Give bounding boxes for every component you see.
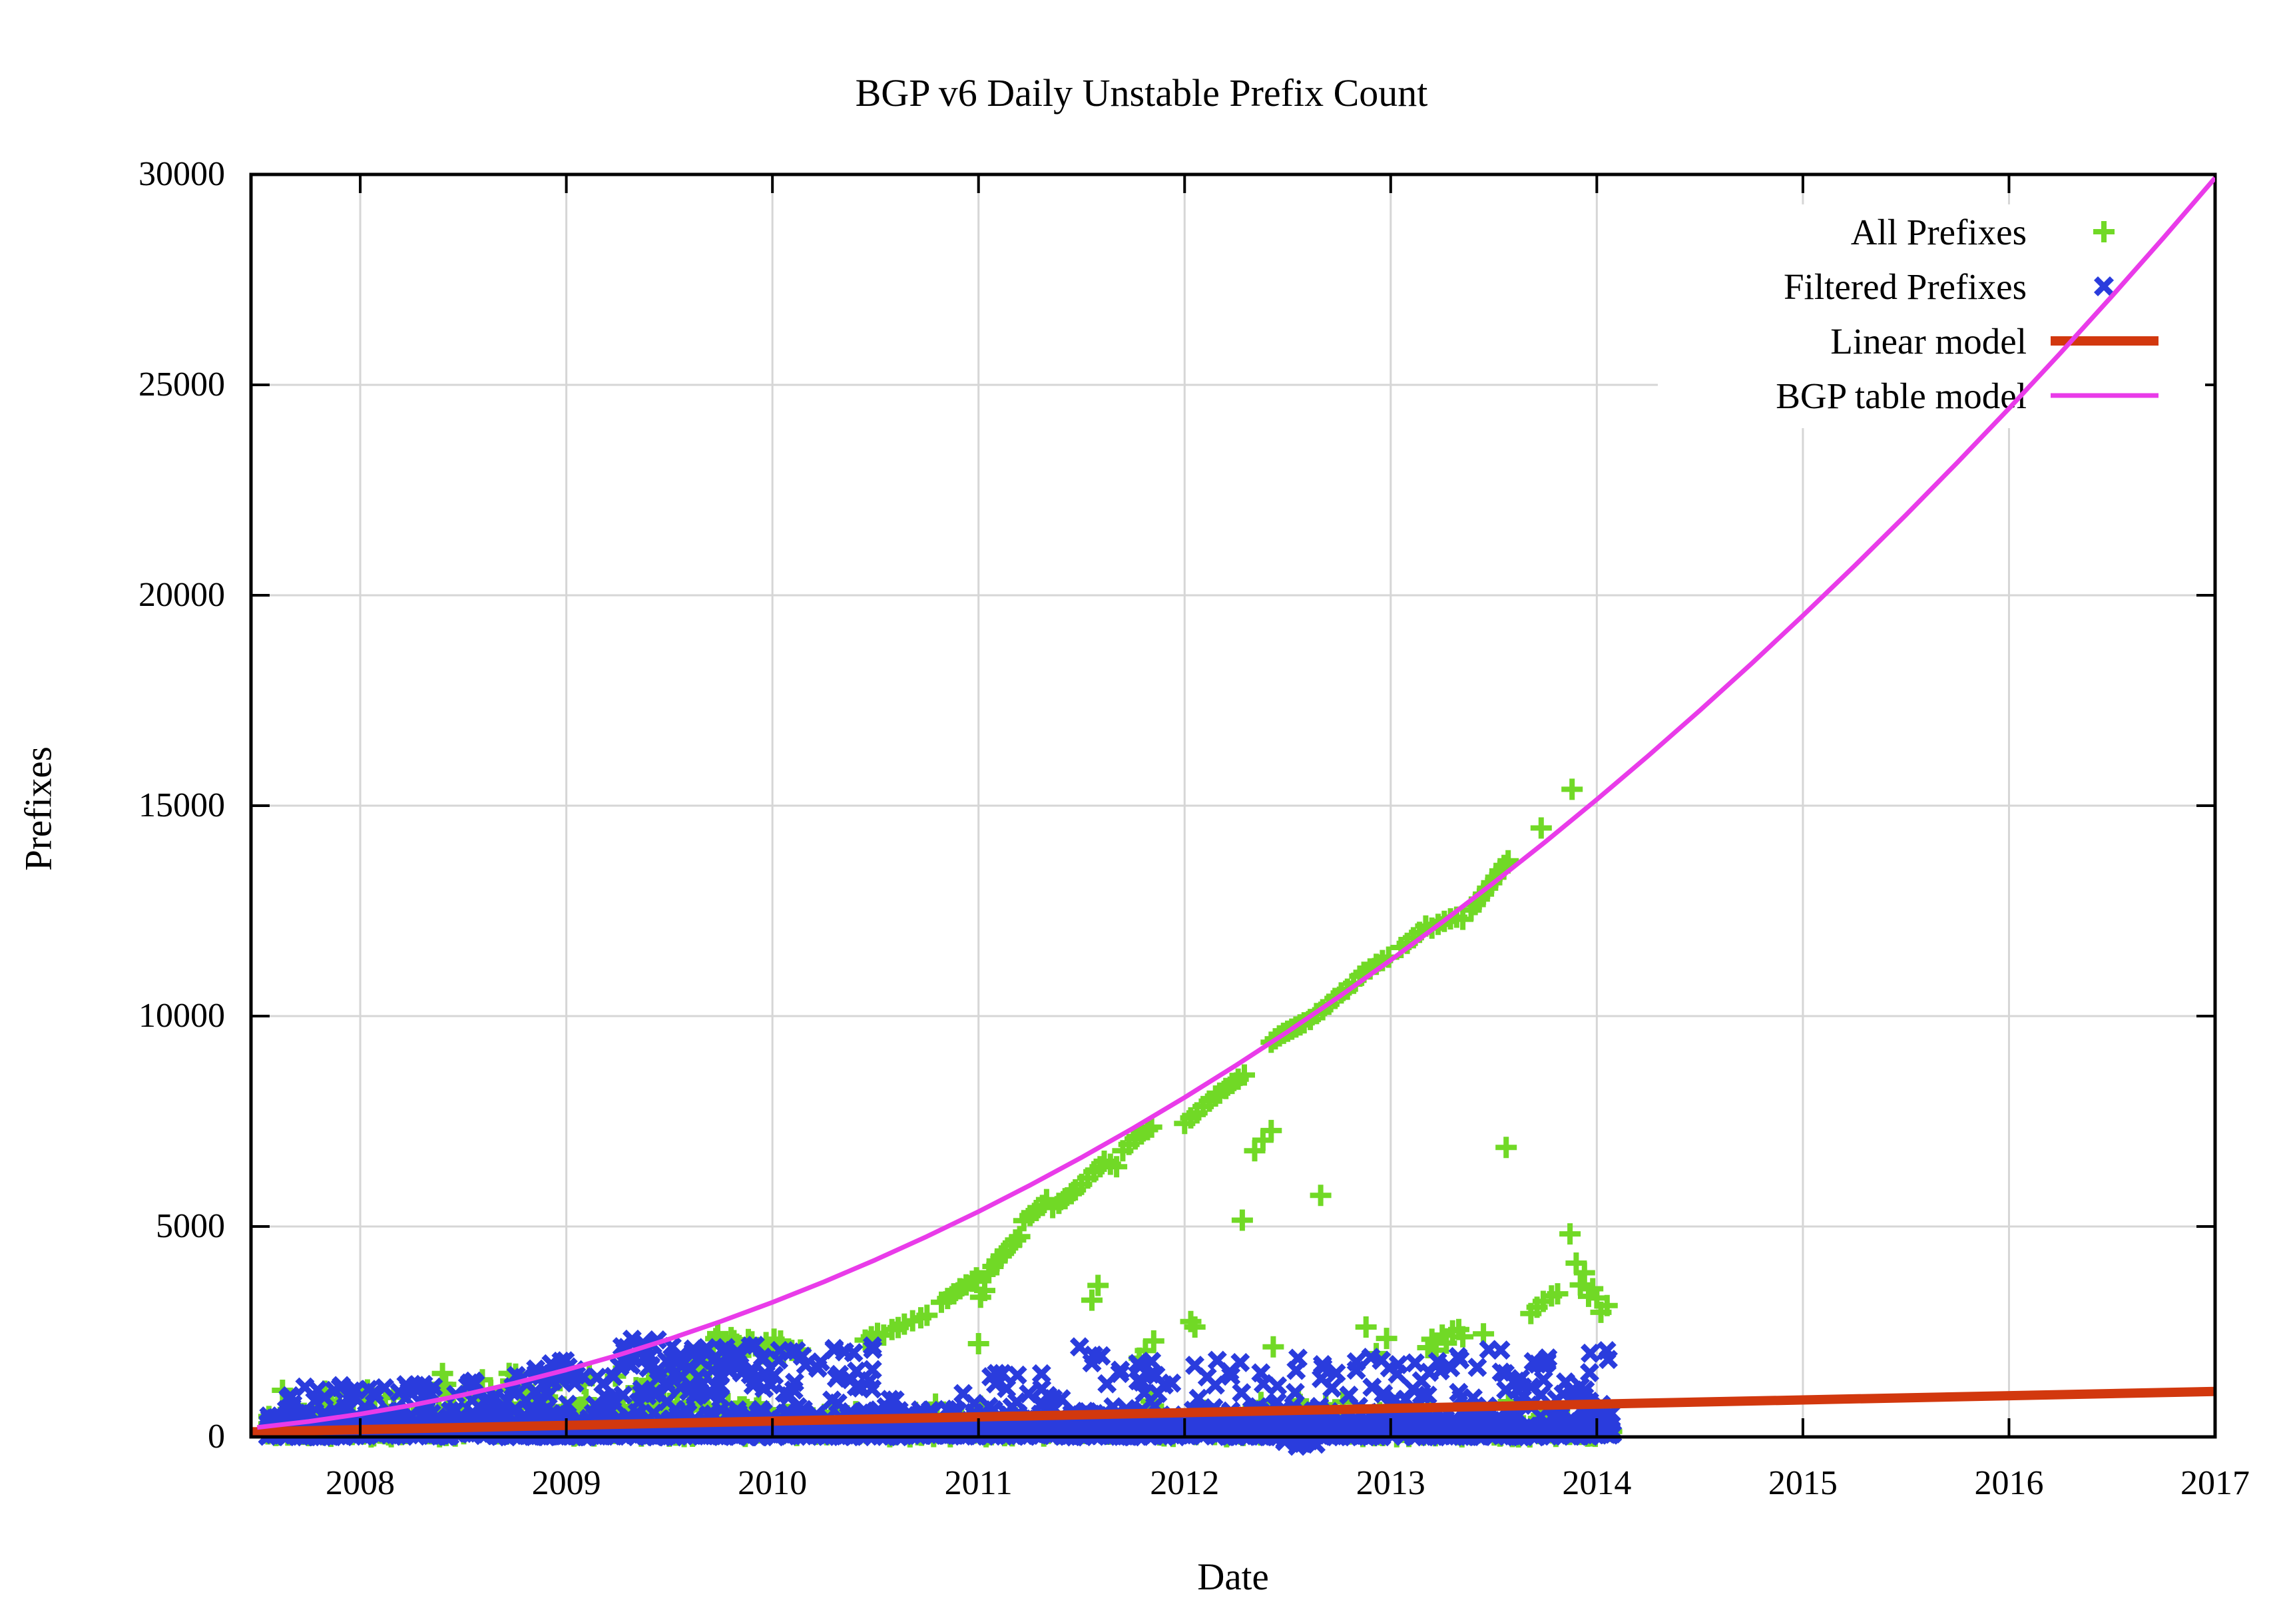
legend-sample-linear_model-icon (2045, 314, 2205, 368)
y-tick-label: 25000 (138, 366, 225, 404)
legend-row-filtered_prefixes: Filtered Prefixes (1658, 259, 2205, 314)
y-tick-label: 10000 (138, 997, 225, 1035)
x-tick-label: 2010 (738, 1464, 808, 1502)
x-tick-label: 2011 (944, 1464, 1013, 1502)
legend-label-all_prefixes: All Prefixes (1850, 211, 2027, 252)
x-tick-label: 2014 (1562, 1464, 1632, 1502)
plot-border (249, 172, 2217, 1439)
legend-row-all_prefixes: All Prefixes (1658, 204, 2205, 259)
legend: All Prefixes Filtered Prefixes Linear mode… (1658, 204, 2205, 428)
y-tick-label: 30000 (138, 155, 225, 193)
x-tick-label: 2013 (1356, 1464, 1425, 1502)
legend-label-linear_model: Linear model (1830, 320, 2027, 362)
x-axis-title: Date (1197, 1556, 1269, 1598)
x-tick-label: 2009 (531, 1464, 601, 1502)
chart-title: BGP v6 Daily Unstable Prefix Count (855, 71, 1428, 115)
y-tick-label: 0 (208, 1418, 225, 1456)
legend-label-filtered_prefixes: Filtered Prefixes (1783, 266, 2027, 307)
legend-sample-bgp_table_model-icon (2045, 369, 2205, 422)
x-tick-label: 2017 (2180, 1464, 2250, 1502)
x-tick-label: 2016 (1974, 1464, 2044, 1502)
x-tick-label: 2012 (1150, 1464, 1220, 1502)
scatter-data (250, 778, 2216, 1456)
all-prefixes-points (257, 778, 1623, 1448)
y-tick-label: 5000 (156, 1207, 225, 1245)
x-tick-label: 2008 (326, 1464, 395, 1502)
legend-row-bgp_table_model: BGP table model (1658, 368, 2205, 423)
x-tick-label: 2015 (1768, 1464, 1838, 1502)
legend-label-bgp_table_model: BGP table model (1776, 375, 2027, 416)
legend-sample-all_prefixes-icon (2045, 205, 2205, 258)
legend-row-linear_model: Linear model (1658, 314, 2205, 368)
y-tick-label: 20000 (138, 576, 225, 614)
legend-sample-filtered_prefixes-icon (2045, 260, 2205, 313)
y-tick-label: 15000 (138, 786, 225, 824)
